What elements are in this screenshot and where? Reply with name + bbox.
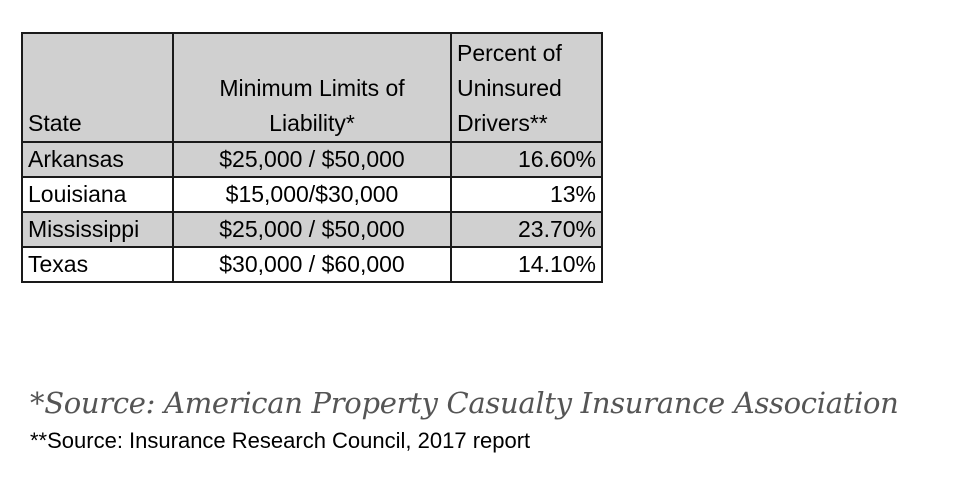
source-note-apci: *Source: American Property Casualty Insu…: [30, 386, 899, 420]
source-note-irc: **Source: Insurance Research Council, 20…: [30, 428, 531, 453]
table-row: Mississippi $25,000 / $50,000 23.70%: [21, 211, 603, 248]
cell-state: Louisiana: [21, 176, 174, 213]
header-state-label: State: [28, 110, 82, 136]
table-header-row: State Minimum Limits of Liability* Perce…: [21, 32, 603, 143]
cell-state: Arkansas: [21, 141, 174, 178]
cell-limits: $30,000 / $60,000: [172, 246, 452, 283]
header-state: State: [21, 32, 174, 143]
table-row: Texas $30,000 / $60,000 14.10%: [21, 246, 603, 283]
cell-percent: 14.10%: [450, 246, 603, 283]
header-pct-line-3: Drivers**: [457, 110, 548, 136]
header-pct-line-1: Percent of: [457, 40, 562, 66]
cell-state: Mississippi: [21, 211, 174, 248]
cell-limits: $25,000 / $50,000: [172, 211, 452, 248]
header-pct-line-2: Uninsured: [457, 75, 562, 101]
cell-percent: 23.70%: [450, 211, 603, 248]
header-limits-line-2: Liability*: [269, 110, 355, 136]
cell-state: Texas: [21, 246, 174, 283]
insurance-table-container: State Minimum Limits of Liability* Perce…: [21, 32, 603, 283]
cell-percent: 16.60%: [450, 141, 603, 178]
insurance-table: State Minimum Limits of Liability* Perce…: [21, 32, 603, 283]
cell-limits: $15,000/$30,000: [172, 176, 452, 213]
cell-percent: 13%: [450, 176, 603, 213]
header-minimum-limits: Minimum Limits of Liability*: [172, 32, 452, 143]
cell-limits: $25,000 / $50,000: [172, 141, 452, 178]
table-row: Arkansas $25,000 / $50,000 16.60%: [21, 141, 603, 178]
table-row: Louisiana $15,000/$30,000 13%: [21, 176, 603, 213]
header-limits-line-1: Minimum Limits of: [219, 75, 405, 101]
header-percent-uninsured: Percent of Uninsured Drivers**: [450, 32, 603, 143]
